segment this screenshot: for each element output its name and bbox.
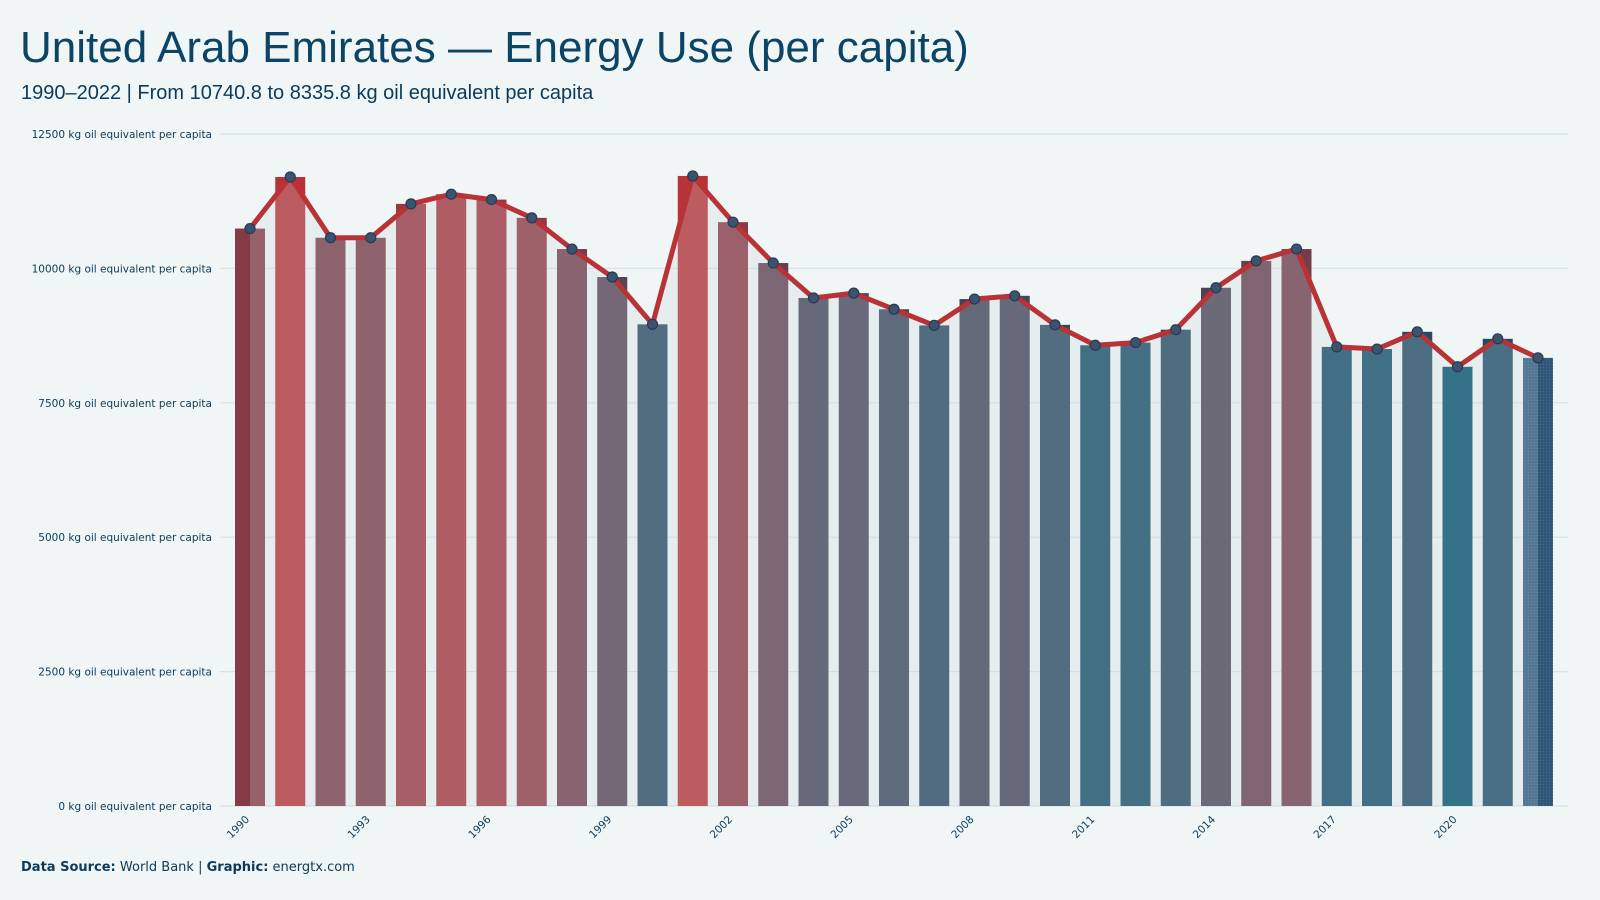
bar-2003 xyxy=(758,263,789,806)
point-2005 xyxy=(848,287,860,299)
y-tick-label: 7500 kg oil equivalent per capita xyxy=(38,398,212,410)
point-2015 xyxy=(1250,255,1262,267)
bar-1997 xyxy=(516,217,547,806)
point-2021 xyxy=(1492,333,1504,345)
bar-2006 xyxy=(879,309,909,806)
x-tick-label: 2005 xyxy=(828,814,855,841)
point-2013 xyxy=(1170,324,1182,336)
bar-1996 xyxy=(476,199,507,806)
line-area-fill xyxy=(250,175,1538,806)
bar-2013 xyxy=(1160,329,1191,806)
graphic-value: energtx.com xyxy=(272,860,355,875)
bar-2001 xyxy=(677,175,708,806)
bar-2016 xyxy=(1281,249,1312,807)
point-2007 xyxy=(928,319,940,331)
x-tick-label: 2002 xyxy=(708,814,735,841)
bar-2009 xyxy=(999,295,1030,806)
x-tick-label: 2014 xyxy=(1191,813,1219,841)
bar-2005 xyxy=(838,293,869,806)
point-2010 xyxy=(1049,319,1061,331)
point-1991 xyxy=(284,171,296,183)
bar-2020 xyxy=(1442,366,1473,806)
point-2020 xyxy=(1451,361,1464,373)
y-tick-label: 2500 kg oil equivalent per capita xyxy=(38,667,212,679)
point-2022 xyxy=(1532,352,1544,364)
line-area xyxy=(250,175,1538,806)
chart-title: United Arab Emirates — Energy Use (per c… xyxy=(20,23,969,72)
x-axis-tick-labels: 1990 1993 1996 1999 2002 2005 2008 2011 2014 2017… xyxy=(225,813,1460,841)
point-1996 xyxy=(485,193,498,206)
line-markers xyxy=(244,170,1544,373)
bars xyxy=(235,175,1553,807)
point-2019 xyxy=(1411,326,1423,338)
chart-subtitle: 1990–2022 | From 10740.8 to 8335.8 kg oi… xyxy=(21,82,594,104)
bar-1995 xyxy=(436,194,467,807)
point-2008 xyxy=(968,293,981,305)
point-2014 xyxy=(1210,282,1222,294)
bar-2018 xyxy=(1362,349,1392,806)
point-1990 xyxy=(244,222,256,235)
bar-1994 xyxy=(396,203,426,806)
bar-1991 xyxy=(275,177,306,806)
bar-2012 xyxy=(1120,342,1151,806)
point-1995 xyxy=(445,188,457,200)
point-2004 xyxy=(807,292,820,304)
point-2018 xyxy=(1371,343,1383,355)
bar-2021 xyxy=(1482,338,1513,806)
point-1997 xyxy=(526,212,538,224)
point-2016 xyxy=(1290,243,1303,255)
point-1992 xyxy=(324,232,337,244)
bar-1993 xyxy=(355,237,386,806)
bar-2015 xyxy=(1241,260,1272,806)
point-2002 xyxy=(727,216,739,228)
point-2009 xyxy=(1009,290,1021,302)
bar-2002 xyxy=(718,222,748,807)
x-tick-label: 2008 xyxy=(949,814,976,841)
bar-2019 xyxy=(1402,331,1433,806)
x-tick-label: 1999 xyxy=(587,814,614,841)
bar-2011 xyxy=(1080,345,1111,806)
footer-separator: | xyxy=(198,860,203,875)
bar-2008 xyxy=(959,299,990,806)
chart-footer: Data Source: World Bank | Graphic: energ… xyxy=(21,860,355,875)
point-2011 xyxy=(1089,339,1101,351)
point-2001 xyxy=(687,170,699,182)
x-tick-label: 1996 xyxy=(466,813,494,841)
source-value: World Bank xyxy=(119,860,194,875)
bar-1999 xyxy=(597,277,628,806)
bar-2004 xyxy=(798,297,829,806)
bar-2022 xyxy=(1523,357,1553,806)
point-1993 xyxy=(365,232,377,244)
bar-2014 xyxy=(1201,287,1231,806)
y-tick-label: 10000 kg oil equivalent per capita xyxy=(32,263,212,275)
x-tick-label: 2011 xyxy=(1070,814,1097,841)
bar-2007 xyxy=(919,325,950,806)
source-label: Data Source: xyxy=(21,860,116,875)
bar-1992 xyxy=(315,237,346,806)
x-tick-label: 2017 xyxy=(1311,814,1338,841)
point-2017 xyxy=(1331,341,1343,353)
point-2000 xyxy=(646,318,659,330)
bar-1990 xyxy=(235,228,265,806)
point-1994 xyxy=(405,198,417,210)
y-tick-label: 5000 kg oil equivalent per capita xyxy=(38,532,212,544)
point-1999 xyxy=(606,271,618,283)
x-tick-label: 2020 xyxy=(1432,814,1459,841)
bar-2010 xyxy=(1040,324,1070,806)
point-2003 xyxy=(767,257,779,269)
point-2012 xyxy=(1129,336,1142,349)
x-tick-label: 1993 xyxy=(345,814,372,841)
bar-1998 xyxy=(557,249,587,807)
y-tick-label: 0 kg oil equivalent per capita xyxy=(58,801,212,813)
graphic-label: Graphic: xyxy=(206,860,269,875)
point-1998 xyxy=(566,243,578,255)
x-tick-label: 1990 xyxy=(225,814,252,841)
y-axis-tick-labels: 0 kg oil equivalent per capita 2500 kg oi… xyxy=(32,129,212,813)
bar-2000 xyxy=(637,324,668,806)
bar-2017 xyxy=(1321,346,1352,806)
y-tick-label: 12500 kg oil equivalent per capita xyxy=(32,129,212,141)
point-2006 xyxy=(888,303,900,315)
